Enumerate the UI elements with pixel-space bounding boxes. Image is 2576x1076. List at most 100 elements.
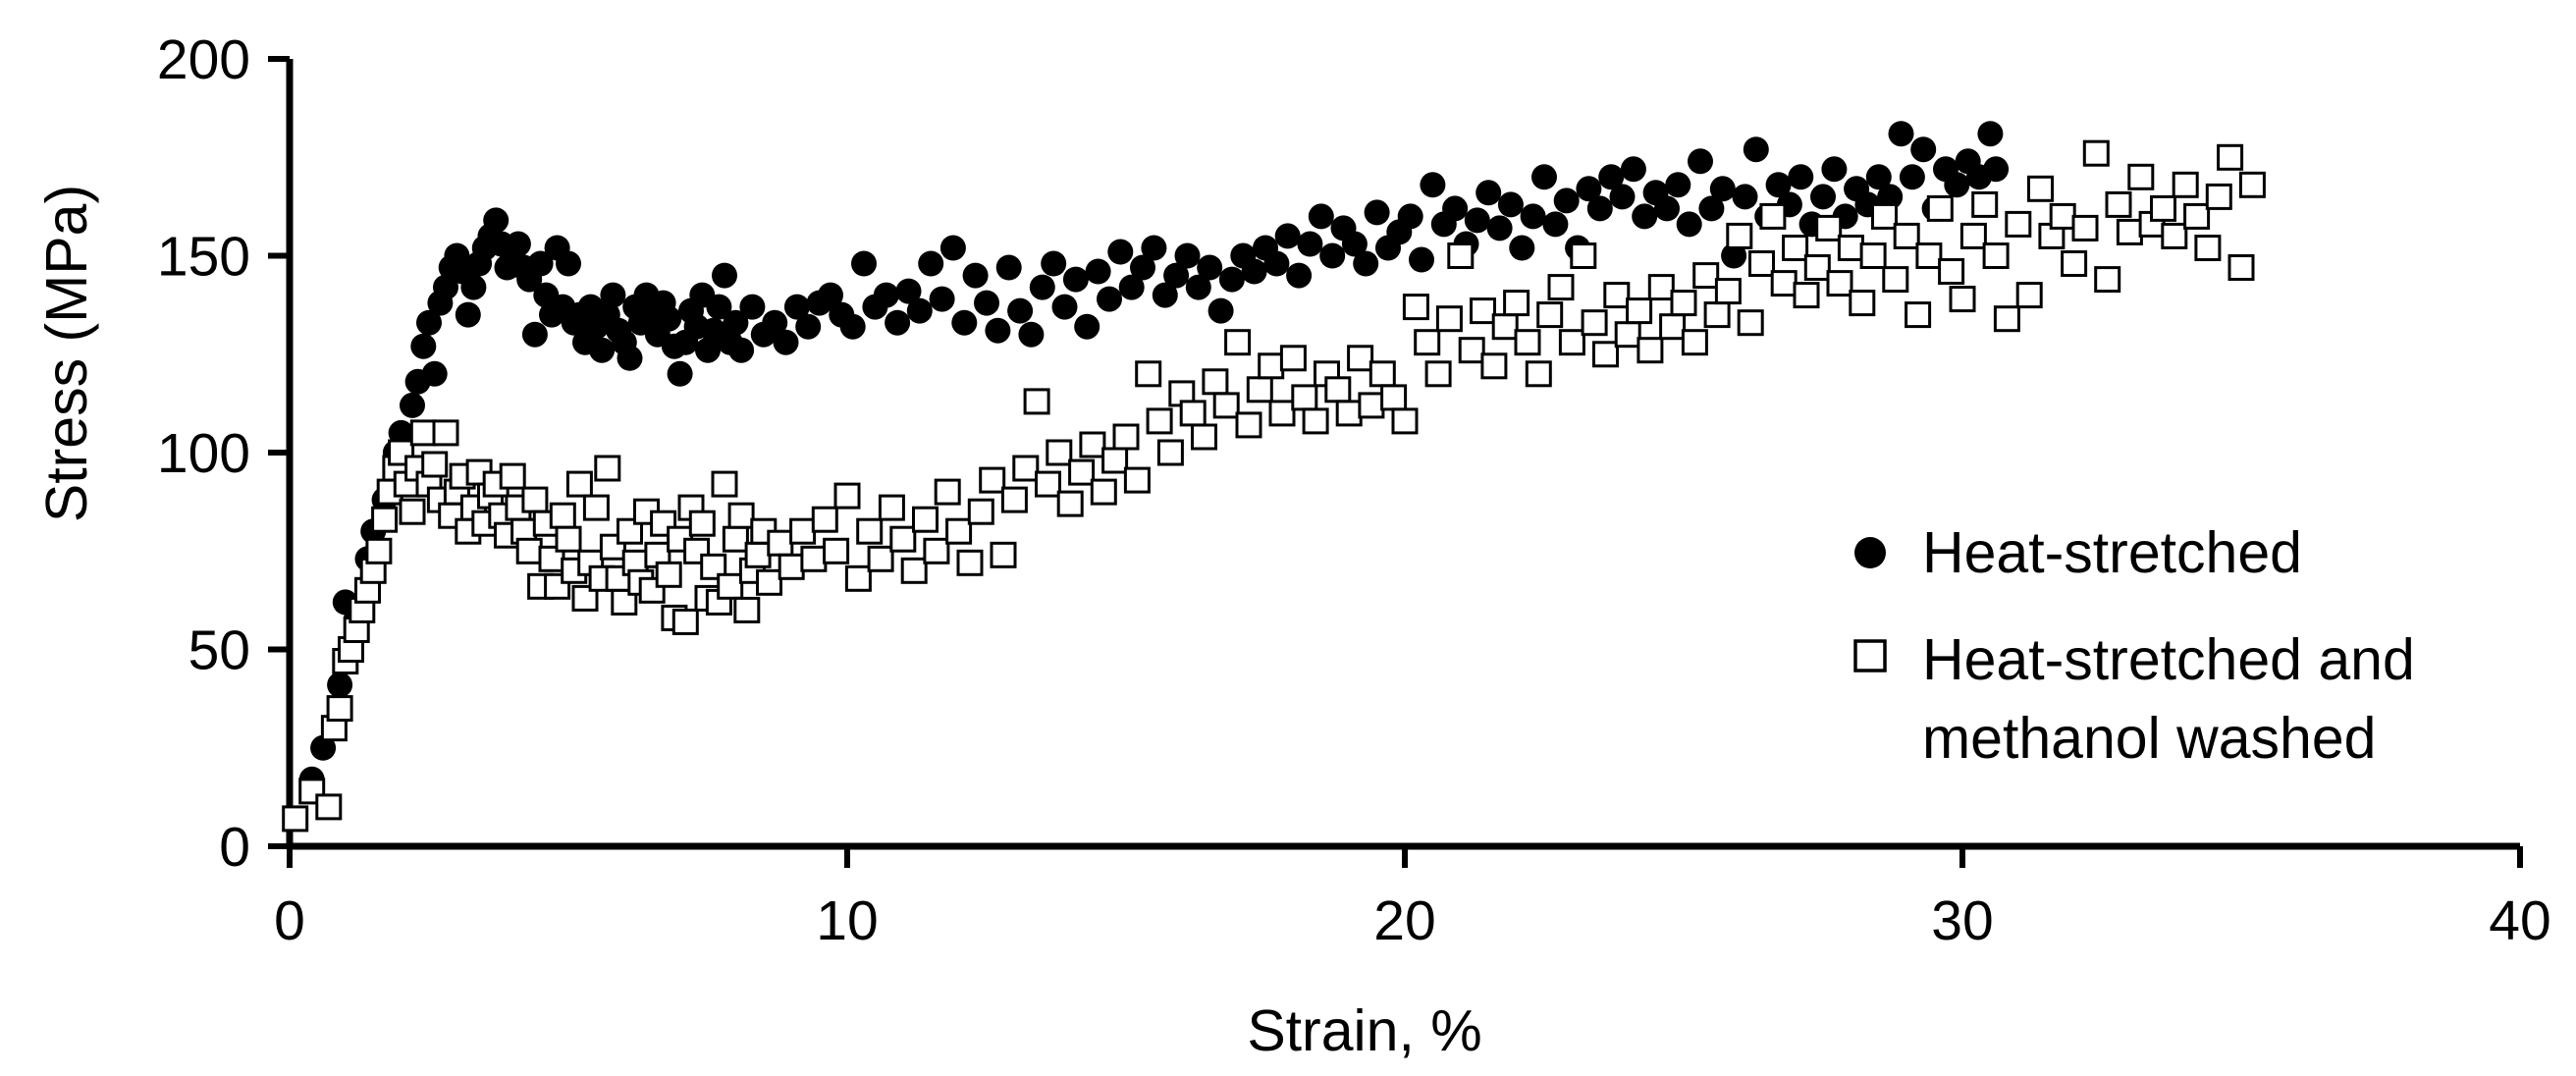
data-point-methanol-washed — [1324, 376, 1352, 404]
data-point-heat-stretched — [1743, 136, 1769, 163]
data-point-heat-stretched — [1118, 274, 1145, 300]
data-point-methanol-washed — [1090, 478, 1117, 506]
data-point-methanol-washed — [1815, 214, 1843, 242]
data-point-methanol-washed — [1982, 242, 2010, 269]
data-point-heat-stretched — [985, 317, 1011, 344]
data-point-methanol-washed — [727, 502, 755, 529]
legend-marker-methanol-washed — [1853, 639, 1887, 672]
data-point-heat-stretched — [400, 392, 425, 418]
data-point-methanol-washed — [1525, 360, 1552, 388]
data-point-heat-stretched — [410, 333, 437, 359]
data-point-methanol-washed — [1926, 194, 1954, 222]
data-point-heat-stretched — [962, 262, 989, 289]
data-point-methanol-washed — [900, 557, 928, 584]
data-point-methanol-washed — [1179, 400, 1207, 427]
data-point-heat-stretched — [1721, 242, 1747, 269]
data-point-heat-stretched — [617, 345, 643, 371]
data-point-heat-stretched — [1821, 156, 1848, 183]
data-point-methanol-washed — [867, 545, 894, 572]
data-point-heat-stretched — [1420, 172, 1446, 198]
data-point-heat-stretched — [1263, 250, 1290, 277]
data-point-heat-stretched — [1531, 164, 1557, 190]
data-point-methanol-washed — [1759, 202, 1787, 230]
data-point-heat-stretched — [667, 360, 693, 387]
data-point-heat-stretched — [706, 294, 732, 320]
data-point-heat-stretched — [712, 262, 737, 289]
data-point-heat-stretched — [1442, 195, 1469, 222]
data-point-heat-stretched — [773, 329, 799, 355]
data-point-methanol-washed — [1135, 360, 1162, 388]
tick-labels: 0 10 20 30 40 0 50 100 150 200 — [157, 28, 2551, 952]
data-point-heat-stretched — [1286, 262, 1313, 289]
data-point-methanol-washed — [371, 506, 399, 533]
data-point-methanol-washed — [2127, 163, 2155, 190]
data-point-heat-stretched — [1586, 195, 1613, 222]
data-point-heat-stretched — [783, 294, 810, 320]
data-point-heat-stretched — [1029, 274, 1055, 300]
data-point-methanol-washed — [1993, 305, 2020, 333]
data-point-methanol-washed — [722, 525, 749, 553]
data-point-methanol-washed — [1491, 313, 1519, 341]
data-point-heat-stretched — [1553, 188, 1580, 214]
data-point-methanol-washed — [1012, 455, 1040, 482]
data-point-methanol-washed — [298, 778, 326, 805]
data-point-methanol-washed — [1603, 282, 1631, 309]
data-point-heat-stretched — [1074, 313, 1100, 340]
data-point-methanol-washed — [1258, 352, 1285, 380]
data-point-methanol-washed — [2150, 194, 2176, 222]
legend-label-heat-stretched: Heat-stretched — [1922, 520, 2302, 585]
data-point-methanol-washed — [1112, 423, 1140, 451]
data-point-methanol-washed — [1156, 439, 1184, 466]
data-point-methanol-washed — [889, 525, 917, 553]
series-heat-stretched — [298, 121, 2010, 792]
data-point-heat-stretched — [1409, 246, 1434, 273]
data-point-methanol-washed — [1692, 262, 1720, 290]
data-point-methanol-washed — [833, 482, 861, 510]
y-tick-label: 200 — [157, 28, 250, 91]
data-point-heat-stretched — [1899, 164, 1925, 190]
data-point-heat-stretched — [1208, 297, 1234, 324]
data-point-methanol-washed — [1581, 309, 1608, 337]
data-point-methanol-washed — [409, 419, 437, 447]
data-point-methanol-washed — [1414, 329, 1441, 356]
data-point-heat-stretched — [723, 309, 749, 336]
data-point-methanol-washed — [2049, 202, 2076, 230]
data-point-methanol-washed — [1000, 486, 1028, 513]
data-point-methanol-washed — [1424, 360, 1452, 388]
data-point-methanol-washed — [2015, 282, 2043, 309]
data-point-heat-stretched — [1353, 250, 1379, 277]
data-point-methanol-washed — [1268, 400, 1296, 427]
series-heat-stretched-methanol-washed — [282, 139, 2266, 833]
data-point-methanol-washed — [1514, 329, 1541, 356]
data-point-methanol-washed — [1279, 345, 1307, 372]
data-point-methanol-washed — [1748, 250, 1775, 277]
data-point-methanol-washed — [399, 498, 426, 525]
data-point-methanol-washed — [1938, 258, 1965, 285]
data-point-methanol-washed — [1235, 411, 1262, 439]
y-tick-label: 100 — [157, 422, 250, 485]
y-tick-label: 50 — [188, 619, 250, 682]
data-point-methanol-washed — [1391, 407, 1419, 435]
data-point-heat-stretched — [1397, 203, 1423, 230]
data-point-heat-stretched — [1865, 164, 1892, 190]
data-point-methanol-washed — [1202, 368, 1229, 396]
data-point-methanol-washed — [1101, 447, 1129, 474]
data-point-heat-stretched — [1944, 172, 1970, 198]
data-point-heat-stretched — [433, 274, 458, 300]
data-point-heat-stretched — [1107, 239, 1134, 265]
data-point-methanol-washed — [1079, 431, 1106, 458]
data-point-heat-stretched — [455, 301, 481, 328]
data-point-heat-stretched — [795, 313, 822, 340]
data-point-heat-stretched — [1542, 211, 1569, 238]
data-point-methanol-washed — [1435, 305, 1463, 333]
data-point-heat-stretched — [416, 309, 442, 336]
data-point-methanol-washed — [1915, 242, 1943, 269]
data-point-methanol-washed — [1368, 360, 1396, 388]
data-point-methanol-washed — [1971, 190, 1999, 218]
data-point-heat-stretched — [1241, 258, 1267, 285]
legend: Heat-stretched Heat-stretched and methan… — [1853, 520, 2415, 771]
data-point-methanol-washed — [2238, 171, 2266, 198]
data-point-methanol-washed — [2082, 139, 2110, 167]
data-point-heat-stretched — [906, 297, 933, 324]
data-point-methanol-washed — [1146, 407, 1173, 435]
